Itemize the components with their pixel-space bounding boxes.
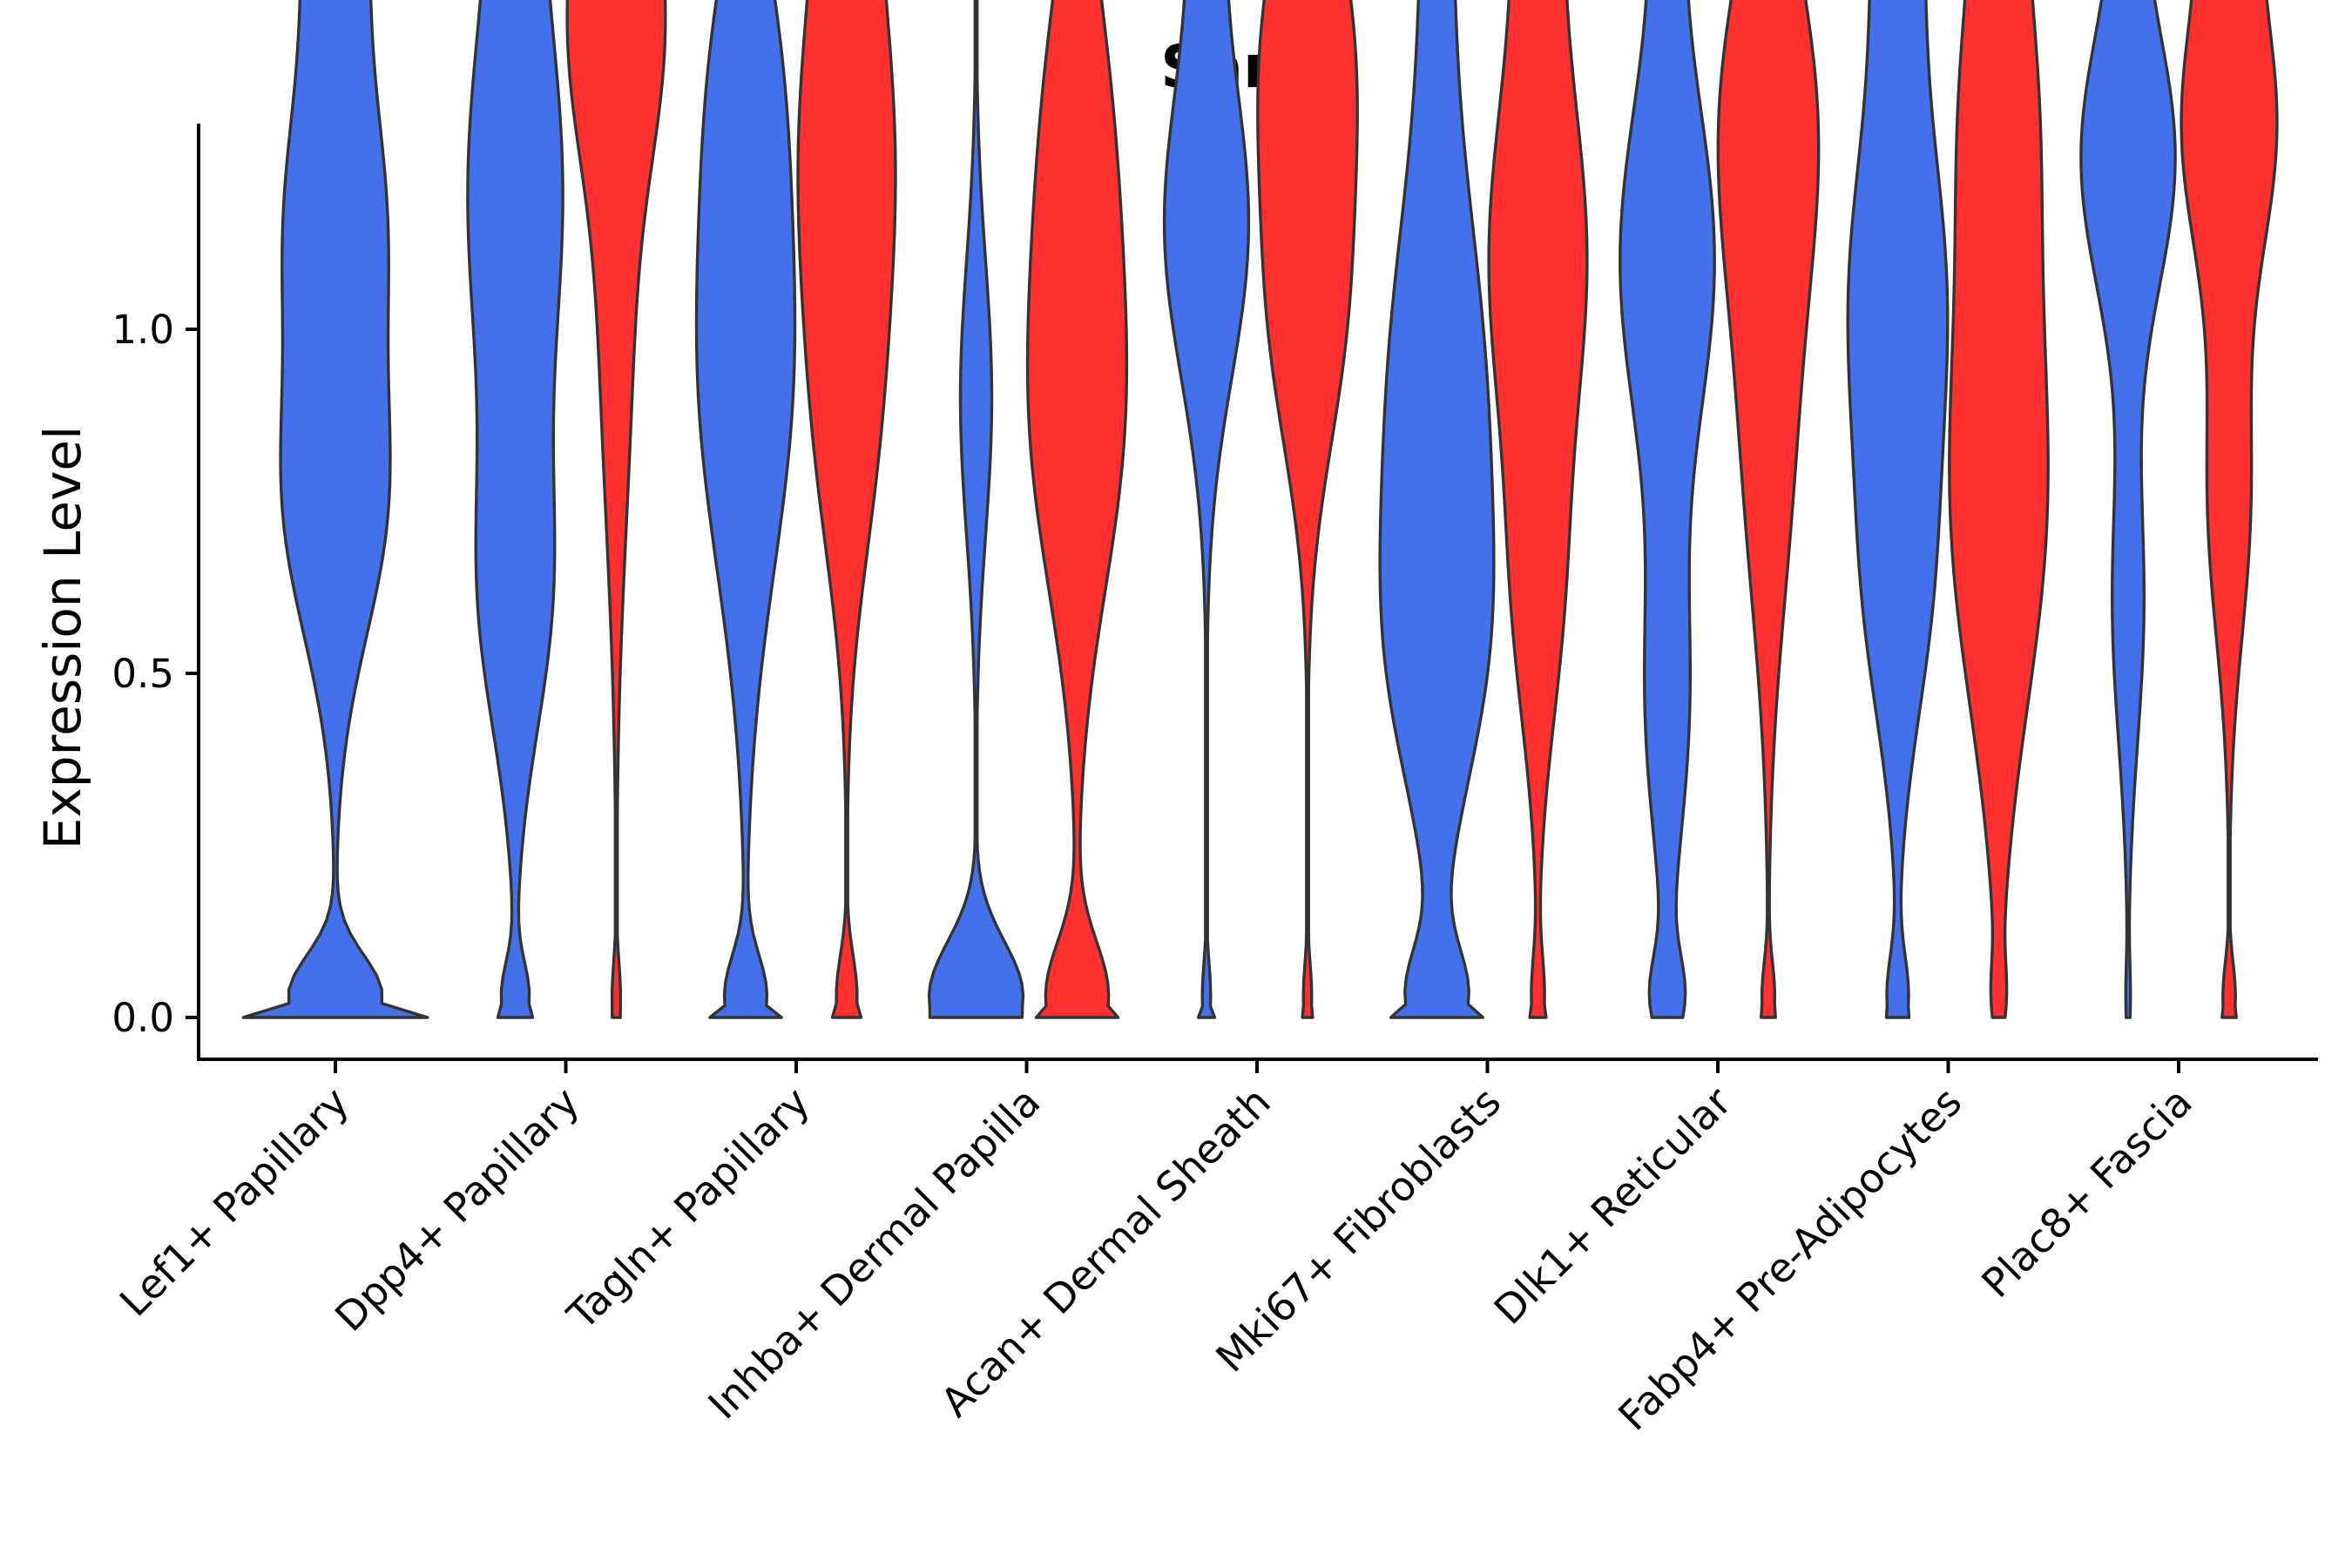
y-tick-label: 0.5 xyxy=(112,651,174,697)
category-label: Tagln+ Papillary xyxy=(558,1078,819,1340)
violin-red xyxy=(1025,0,1129,1019)
category-label: Dpp4+ Papillary xyxy=(326,1078,588,1341)
y-axis-label: Expression Level xyxy=(33,426,92,849)
violin-red xyxy=(796,0,897,1019)
violin-red xyxy=(1716,0,1821,1019)
category-label: Dlk1+ Reticular xyxy=(1485,1078,1740,1334)
violin-red xyxy=(1256,0,1359,1019)
violin-red xyxy=(565,0,667,1019)
violin-blue xyxy=(694,0,797,1019)
violin-red xyxy=(2180,0,2279,1019)
violin-blue xyxy=(927,0,1025,1019)
violin-blue xyxy=(241,0,429,1019)
violin-blue xyxy=(1619,0,1716,1019)
violin-red xyxy=(1487,0,1589,1019)
violin-blue xyxy=(466,0,564,1019)
violin-blue xyxy=(1846,0,1950,1019)
y-ticks: 0.00.51.01.52.02.5 xyxy=(112,0,199,1041)
violin-blue xyxy=(1378,0,1496,1019)
category-label: Plac8+ Fascia xyxy=(1972,1078,2200,1307)
y-tick-label: 1.5 xyxy=(112,0,174,9)
violin-group xyxy=(241,0,2279,1019)
violin-red xyxy=(1948,0,2050,1019)
y-tick-label: 0.0 xyxy=(112,995,174,1041)
category-label: Lef1+ Papillary xyxy=(111,1078,358,1326)
violin-blue xyxy=(2079,0,2177,1019)
y-tick-label: 1.0 xyxy=(112,307,174,353)
violin-blue xyxy=(1162,0,1251,1019)
